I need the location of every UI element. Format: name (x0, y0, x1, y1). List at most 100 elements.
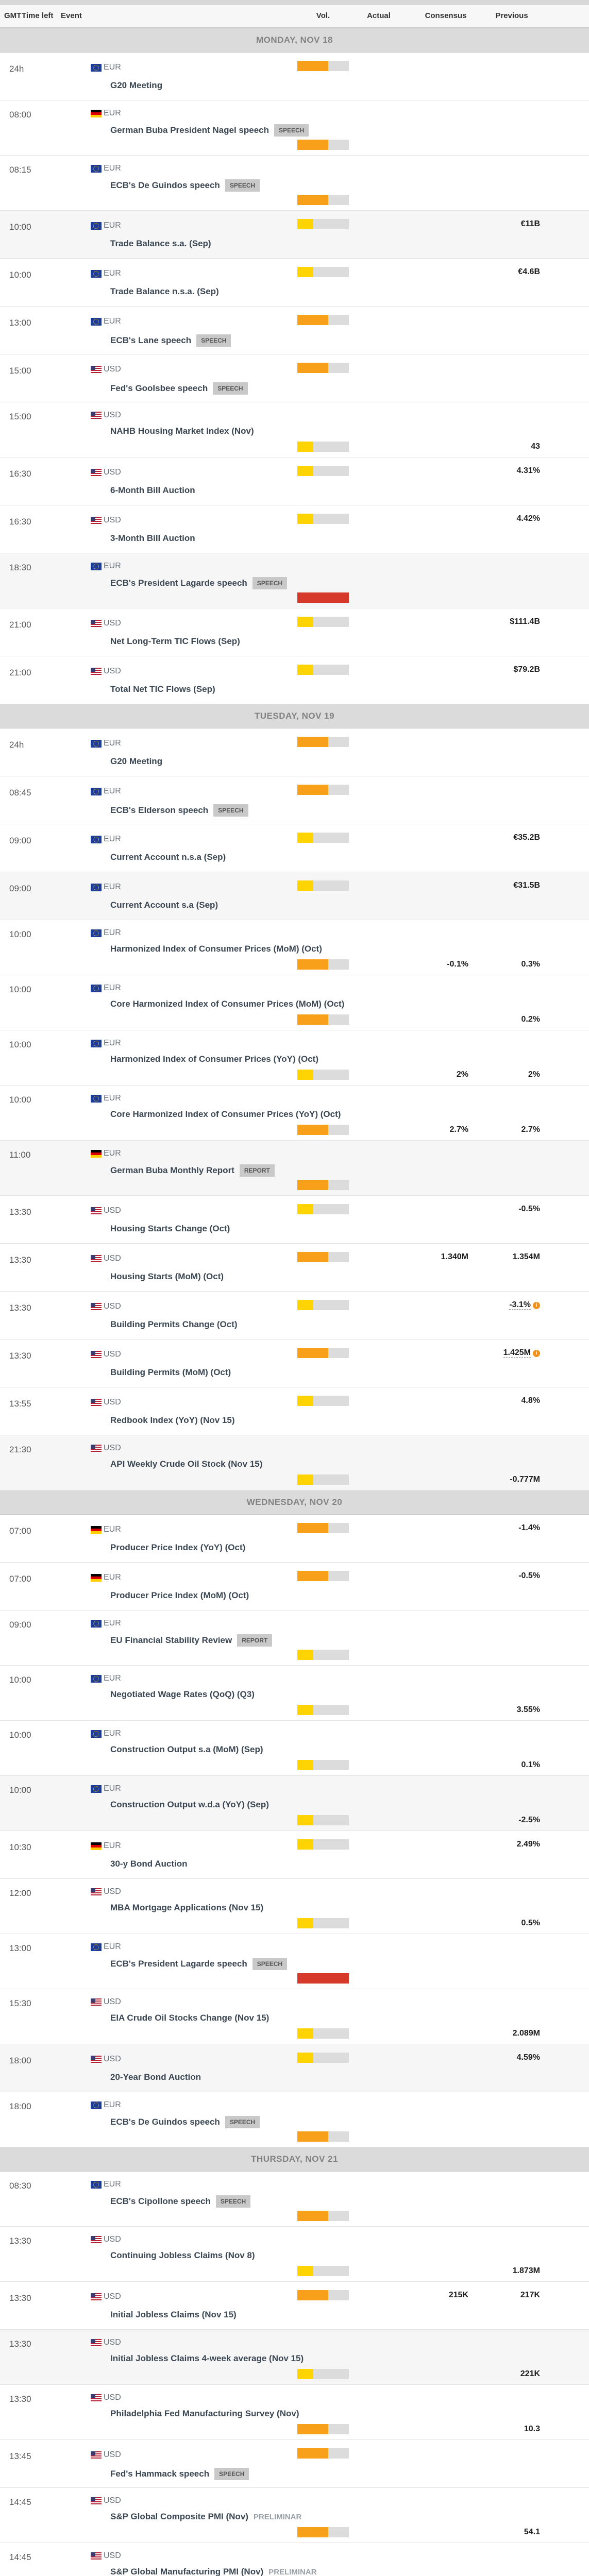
event-row[interactable]: 09:00 EUR Current Account n.s.a (Sep) €3… (0, 824, 589, 872)
event-row[interactable]: 18:00 EUR ECB's De Guindos speech SPEECH … (0, 2092, 589, 2147)
event-row[interactable]: 10:00 EUR Trade Balance n.s.a. (Sep) €4.… (0, 259, 589, 307)
event-row[interactable]: 18:00 USD 20-Year Bond Auction 4.59%i (0, 2044, 589, 2092)
values-line: -1.4%i (0, 1523, 589, 1533)
event-row[interactable]: 24h EUR G20 Meeting i (0, 728, 589, 776)
volatility-bar (297, 315, 349, 325)
previous-value: 2.7%i (521, 1125, 540, 1135)
event-title: Trade Balance s.a. (Sep) (110, 239, 211, 248)
event-title-line: ECB's De Guindos speech SPEECH (110, 2116, 260, 2128)
event-title: MBA Mortgage Applications (Nov 15) (110, 1903, 264, 1912)
event-row[interactable]: 18:30 EUR ECB's President Lagarde speech… (0, 553, 589, 608)
event-row[interactable]: 13:30 USD Housing Starts (MoM) (Oct) 1.3… (0, 1244, 589, 1292)
day-label: TUESDAY, NOV 19 (254, 711, 335, 721)
event-row[interactable]: 13:00 EUR ECB's Lane speech SPEECH i (0, 307, 589, 354)
event-row[interactable]: 10:00 EUR Construction Output s.a (MoM) … (0, 1721, 589, 1776)
previous-value-text: -0.777M (510, 1475, 540, 1484)
values-line: i (0, 195, 589, 205)
event-row[interactable]: 13:00 EUR ECB's President Lagarde speech… (0, 1934, 589, 1989)
event-row[interactable]: 08:30 EUR ECB's Cipollone speech SPEECH i (0, 2172, 589, 2227)
currency-cell: USD (91, 2055, 121, 2063)
volatility-bar (297, 2266, 349, 2276)
event-row[interactable]: 10:00 EUR Trade Balance s.a. (Sep) €11Bi (0, 211, 589, 259)
event-row[interactable]: 13:45 USD Fed's Hammack speech SPEECH i (0, 2440, 589, 2488)
event-row[interactable]: 15:30 USD EIA Crude Oil Stocks Change (N… (0, 1989, 589, 2044)
event-row[interactable]: 10:30 EUR 30-y Bond Auction 2.49%i (0, 1831, 589, 1879)
event-row[interactable]: 07:00 EUR Producer Price Index (YoY) (Oc… (0, 1515, 589, 1563)
currency-cell: USD (91, 1887, 121, 1896)
currency-cell: USD (91, 2450, 121, 2459)
event-row[interactable]: 12:00 USD MBA Mortgage Applications (Nov… (0, 1879, 589, 1934)
event-row[interactable]: 13:30 USD Initial Jobless Claims (Nov 15… (0, 2282, 589, 2330)
event-row[interactable]: 07:00 EUR Producer Price Index (MoM) (Oc… (0, 1563, 589, 1611)
event-row[interactable]: 16:30 USD 3-Month Bill Auction 4.42%i (0, 505, 589, 553)
values-line: 10.3i (0, 2424, 589, 2434)
event-title: NAHB Housing Market Index (Nov) (110, 426, 254, 436)
currency-cell: EUR (91, 1149, 121, 1158)
volatility-fill (297, 1760, 313, 1770)
volatility-fill (297, 592, 349, 603)
previous-value-text: $79.2B (513, 665, 540, 674)
event-title: Initial Jobless Claims (Nov 15) (110, 2310, 237, 2319)
event-title-line: Trade Balance s.a. (Sep) (110, 239, 211, 249)
currency-flag-icon (91, 1730, 102, 1738)
event-row[interactable]: 15:00 USD Fed's Goolsbee speech SPEECH i (0, 354, 589, 402)
volatility-fill (297, 1070, 313, 1080)
event-row[interactable]: 14:45 USD S&P Global Manufacturing PMI (… (0, 2543, 589, 2576)
event-title-line: Net Long-Term TIC Flows (Sep) (110, 636, 240, 647)
values-line: $111.4Bi (0, 617, 589, 627)
event-row[interactable]: 13:30 USD Building Permits (MoM) (Oct) 1… (0, 1340, 589, 1387)
volatility-bar (297, 1300, 349, 1310)
event-row[interactable]: 10:00 EUR Core Harmonized Index of Consu… (0, 1086, 589, 1141)
event-title: Harmonized Index of Consumer Prices (MoM… (110, 944, 322, 954)
event-row[interactable]: 13:30 USD Housing Starts Change (Oct) -0… (0, 1196, 589, 1244)
currency-flag-icon (91, 1149, 102, 1158)
event-row[interactable]: 08:15 EUR ECB's De Guindos speech SPEECH … (0, 156, 589, 211)
event-row[interactable]: 14:45 USD S&P Global Composite PMI (Nov)… (0, 2488, 589, 2543)
volatility-bar (297, 2448, 349, 2459)
values-line: 3.55%i (0, 1705, 589, 1715)
previous-value-text: €4.6B (518, 267, 540, 276)
values-line: 1.425M i (0, 1348, 589, 1358)
event-row[interactable]: 13:30 USD Philadelphia Fed Manufacturing… (0, 2385, 589, 2440)
event-row[interactable]: 13:30 USD Continuing Jobless Claims (Nov… (0, 2227, 589, 2282)
event-row[interactable]: 08:00 EUR German Buba President Nagel sp… (0, 100, 589, 156)
event-row[interactable]: 10:00 EUR Harmonized Index of Consumer P… (0, 1030, 589, 1086)
currency-code: EUR (104, 221, 121, 230)
event-row[interactable]: 16:30 USD 6-Month Bill Auction 4.31%i (0, 457, 589, 505)
currency-cell: EUR (91, 562, 121, 570)
previous-value: 3.55%i (517, 1705, 540, 1715)
values-line: 0.2%i (0, 1014, 589, 1025)
values-line: $79.2Bi (0, 665, 589, 675)
event-row[interactable]: 10:00 EUR Negotiated Wage Rates (QoQ) (Q… (0, 1666, 589, 1721)
event-row[interactable]: 09:00 EUR EU Financial Stability Review R… (0, 1611, 589, 1666)
event-row[interactable]: 11:00 EUR German Buba Monthly Report REPO… (0, 1141, 589, 1196)
event-title-line: Fed's Hammack speech SPEECH (110, 2468, 249, 2480)
event-row[interactable]: 13:55 USD Redbook Index (YoY) (Nov 15) 4… (0, 1387, 589, 1435)
event-row[interactable]: 15:00 USD NAHB Housing Market Index (Nov… (0, 402, 589, 457)
currency-code: EUR (104, 1674, 121, 1683)
event-row[interactable]: 10:00 EUR Construction Output w.d.a (YoY… (0, 1776, 589, 1831)
event-row[interactable]: 13:30 USD Building Permits Change (Oct) … (0, 1292, 589, 1340)
event-row[interactable]: 10:00 EUR Core Harmonized Index of Consu… (0, 975, 589, 1030)
event-row[interactable]: 08:45 EUR ECB's Elderson speech SPEECH i (0, 776, 589, 824)
event-row[interactable]: 24h EUR G20 Meeting i (0, 53, 589, 100)
event-row[interactable]: 10:00 EUR Harmonized Index of Consumer P… (0, 920, 589, 975)
event-row[interactable]: 09:00 EUR Current Account s.a (Sep) €31.… (0, 872, 589, 920)
previous-value-text: -0.5% (518, 1571, 540, 1580)
volatility-bar (297, 665, 349, 675)
event-row[interactable]: 21:00 USD Total Net TIC Flows (Sep) $79.… (0, 656, 589, 704)
volatility-bar (297, 2424, 349, 2434)
volatility-fill (297, 1571, 328, 1581)
volatility-fill (297, 1839, 313, 1850)
event-row[interactable]: 13:30 USD Initial Jobless Claims 4-week … (0, 2330, 589, 2385)
event-title: Trade Balance n.s.a. (Sep) (110, 286, 219, 296)
info-icon[interactable]: i (533, 1350, 540, 1357)
event-row[interactable]: 21:30 USD API Weekly Crude Oil Stock (No… (0, 1435, 589, 1490)
info-icon[interactable]: i (533, 1302, 540, 1309)
event-title-line: Continuing Jobless Claims (Nov 8) (110, 2250, 255, 2261)
volatility-fill (297, 959, 328, 970)
event-row[interactable]: 21:00 USD Net Long-Term TIC Flows (Sep) … (0, 608, 589, 656)
currency-cell: USD (91, 411, 121, 419)
currency-flag-icon (91, 1888, 102, 1896)
previous-value: 1.354Mi (513, 1252, 540, 1262)
